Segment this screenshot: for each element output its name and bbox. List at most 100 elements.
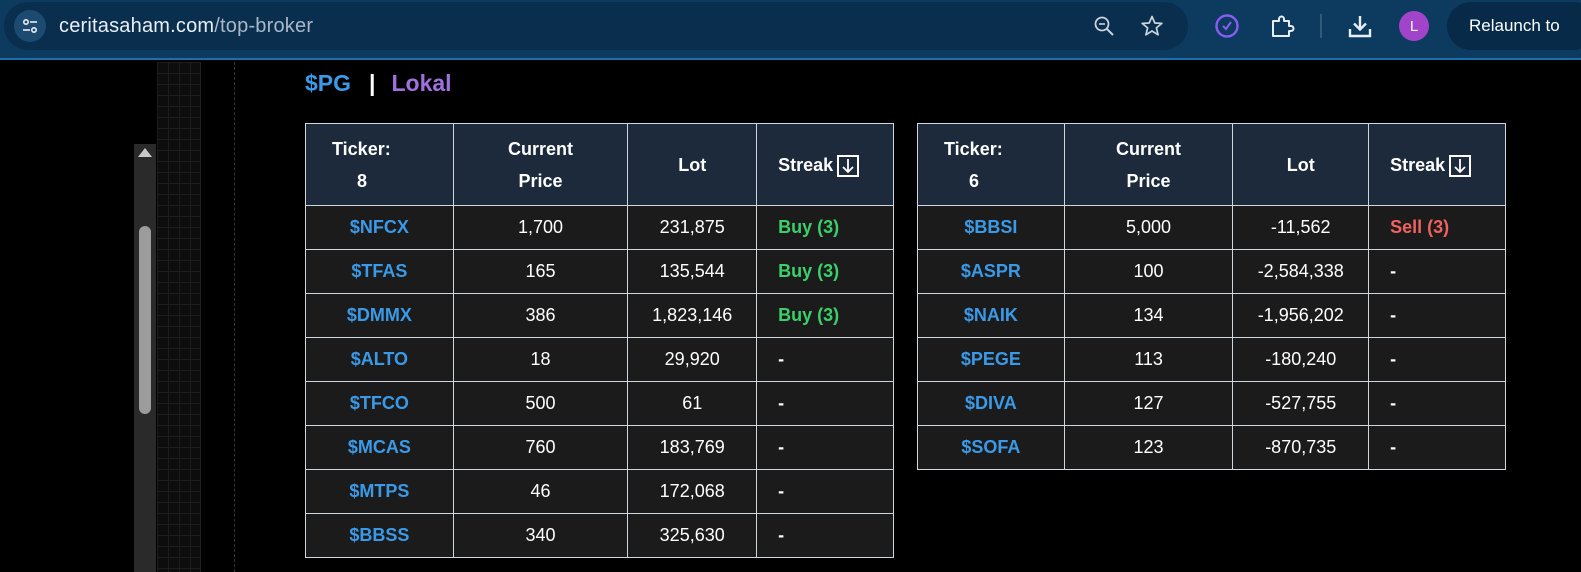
sell-table-body: $BBSI 5,000 -11,562 Sell (3) $ASPR 100 -2,584,… — [917, 205, 1506, 470]
ticker-link[interactable]: $SOFA — [917, 425, 1065, 470]
table-row: $NFCX 1,700 231,875 Buy (3) — [305, 205, 894, 250]
ticker-link[interactable]: $ALTO — [305, 337, 454, 382]
ticker-header: Ticker: 8 — [305, 123, 454, 206]
table-row: $MCAS 760 183,769- — [305, 425, 894, 470]
table-row: $ALTO 18 29,920- — [305, 337, 894, 382]
download-icon[interactable] — [1346, 12, 1374, 40]
table-row: $TFCO 500 61- — [305, 381, 894, 426]
ticker-link[interactable]: $DMMX — [305, 293, 454, 338]
ticker-link[interactable]: $MTPS — [305, 469, 454, 514]
sort-down-arrow-icon[interactable] — [837, 154, 860, 177]
price-cell: 1,700 — [452, 205, 629, 250]
zoom-icon[interactable] — [1092, 14, 1116, 38]
lot-cell: 29,920 — [627, 337, 758, 382]
price-cell: 113 — [1063, 337, 1234, 382]
ticker-link[interactable]: $BBSI — [917, 205, 1065, 250]
bookmark-star-icon[interactable] — [1140, 14, 1164, 38]
streak-cell: Sell (3) — [1368, 205, 1506, 250]
table-row: $PEGE 113 -180,240- — [917, 337, 1506, 382]
ticker-link[interactable]: $NAIK — [917, 293, 1065, 338]
broker-symbol[interactable]: $PG — [305, 70, 352, 96]
lot-cell: -870,735 — [1232, 425, 1370, 470]
price-cell: 165 — [452, 249, 629, 294]
table-header-row: Ticker: 6 Current Price Lot Streak — [917, 123, 1506, 206]
streak-header[interactable]: Streak — [1368, 123, 1506, 206]
market-label[interactable]: Lokal — [391, 70, 452, 96]
ticker-link[interactable]: $ASPR — [917, 249, 1065, 294]
ticker-header: Ticker: 6 — [917, 123, 1065, 206]
price-header: Current Price — [452, 123, 629, 206]
price-cell: 134 — [1063, 293, 1234, 338]
lot-cell: 1,823,146 — [627, 293, 758, 338]
extensions-puzzle-icon[interactable] — [1268, 12, 1296, 40]
ticker-header-label: Ticker: — [944, 138, 1003, 159]
streak-cell: - — [1368, 249, 1506, 294]
url-text[interactable]: ceritasaham.com/top-broker — [59, 15, 313, 38]
table-row: $DMMX 386 1,823,146 Buy (3) — [305, 293, 894, 338]
url-host: ceritasaham.com — [59, 15, 215, 37]
site-settings-icon[interactable] — [14, 10, 46, 42]
extension-timer-icon[interactable] — [1213, 12, 1241, 40]
ticker-link[interactable]: $TFAS — [305, 249, 454, 294]
streak-cell: - — [756, 381, 894, 426]
streak-cell: - — [756, 469, 894, 514]
streak-header-label: Streak — [1390, 154, 1446, 175]
price-header-line1: Current — [508, 138, 574, 159]
streak-cell: Buy (3) — [756, 205, 894, 250]
price-cell: 46 — [452, 469, 629, 514]
buy-table: Ticker: 8 Current Price Lot Streak $NFCX 1,… — [305, 123, 894, 558]
page-content: $PG | Lokal Ticker: 8 Current Price Lot St… — [0, 62, 1581, 572]
price-cell: 386 — [452, 293, 629, 338]
toolbar-divider — [1320, 14, 1322, 38]
table-row: $NAIK 134 -1,956,202- — [917, 293, 1506, 338]
streak-header[interactable]: Streak — [756, 123, 894, 206]
lot-cell: -11,562 — [1232, 205, 1370, 250]
address-bar[interactable]: ceritasaham.com/top-broker — [4, 2, 1188, 50]
price-cell: 100 — [1063, 249, 1234, 294]
streak-cell: - — [1368, 381, 1506, 426]
scrollbar[interactable] — [134, 144, 156, 572]
profile-avatar[interactable]: L — [1399, 11, 1429, 41]
ticker-link[interactable]: $TFCO — [305, 381, 454, 426]
lot-header: Lot — [627, 123, 758, 206]
price-cell: 18 — [452, 337, 629, 382]
price-cell: 340 — [452, 513, 629, 558]
buy-table-body: $NFCX 1,700 231,875 Buy (3) $TFAS 165 135,544 B… — [305, 205, 894, 558]
dashed-divider — [234, 62, 235, 572]
scrollbar-thumb[interactable] — [139, 226, 151, 414]
url-path: /top-broker — [214, 15, 314, 37]
ticker-link[interactable]: $PEGE — [917, 337, 1065, 382]
streak-cell: - — [1368, 337, 1506, 382]
table-row: $TFAS 165 135,544 Buy (3) — [305, 249, 894, 294]
price-header-line2: Price — [1126, 170, 1171, 191]
lot-header: Lot — [1232, 123, 1370, 206]
ticker-link[interactable]: $NFCX — [305, 205, 454, 250]
streak-cell: - — [756, 513, 894, 558]
relaunch-button[interactable]: Relaunch to — [1447, 2, 1581, 50]
page-heading: $PG | Lokal — [305, 70, 452, 97]
streak-cell: - — [756, 425, 894, 470]
price-cell: 5,000 — [1063, 205, 1234, 250]
lot-cell: 325,630 — [627, 513, 758, 558]
ticker-link[interactable]: $DIVA — [917, 381, 1065, 426]
price-cell: 123 — [1063, 425, 1234, 470]
browser-toolbar: ceritasaham.com/top-broker L Relaunch to — [0, 0, 1581, 60]
table-row: $ASPR 100 -2,584,338- — [917, 249, 1506, 294]
ticker-link[interactable]: $BBSS — [305, 513, 454, 558]
price-cell: 760 — [452, 425, 629, 470]
table-row: $MTPS 46 172,068- — [305, 469, 894, 514]
streak-cell: - — [1368, 293, 1506, 338]
price-cell: 500 — [452, 381, 629, 426]
scroll-up-arrow-icon[interactable] — [138, 148, 152, 157]
lot-cell: -1,956,202 — [1232, 293, 1370, 338]
heading-separator: | — [369, 70, 376, 96]
streak-cell: - — [1368, 425, 1506, 470]
ticker-count: 8 — [357, 170, 368, 191]
price-header-line2: Price — [518, 170, 563, 191]
lot-cell: -2,584,338 — [1232, 249, 1370, 294]
ticker-header-label: Ticker: — [332, 138, 391, 159]
lot-cell: -180,240 — [1232, 337, 1370, 382]
table-row: $DIVA 127 -527,755- — [917, 381, 1506, 426]
ticker-link[interactable]: $MCAS — [305, 425, 454, 470]
sort-down-arrow-icon[interactable] — [1449, 154, 1472, 177]
